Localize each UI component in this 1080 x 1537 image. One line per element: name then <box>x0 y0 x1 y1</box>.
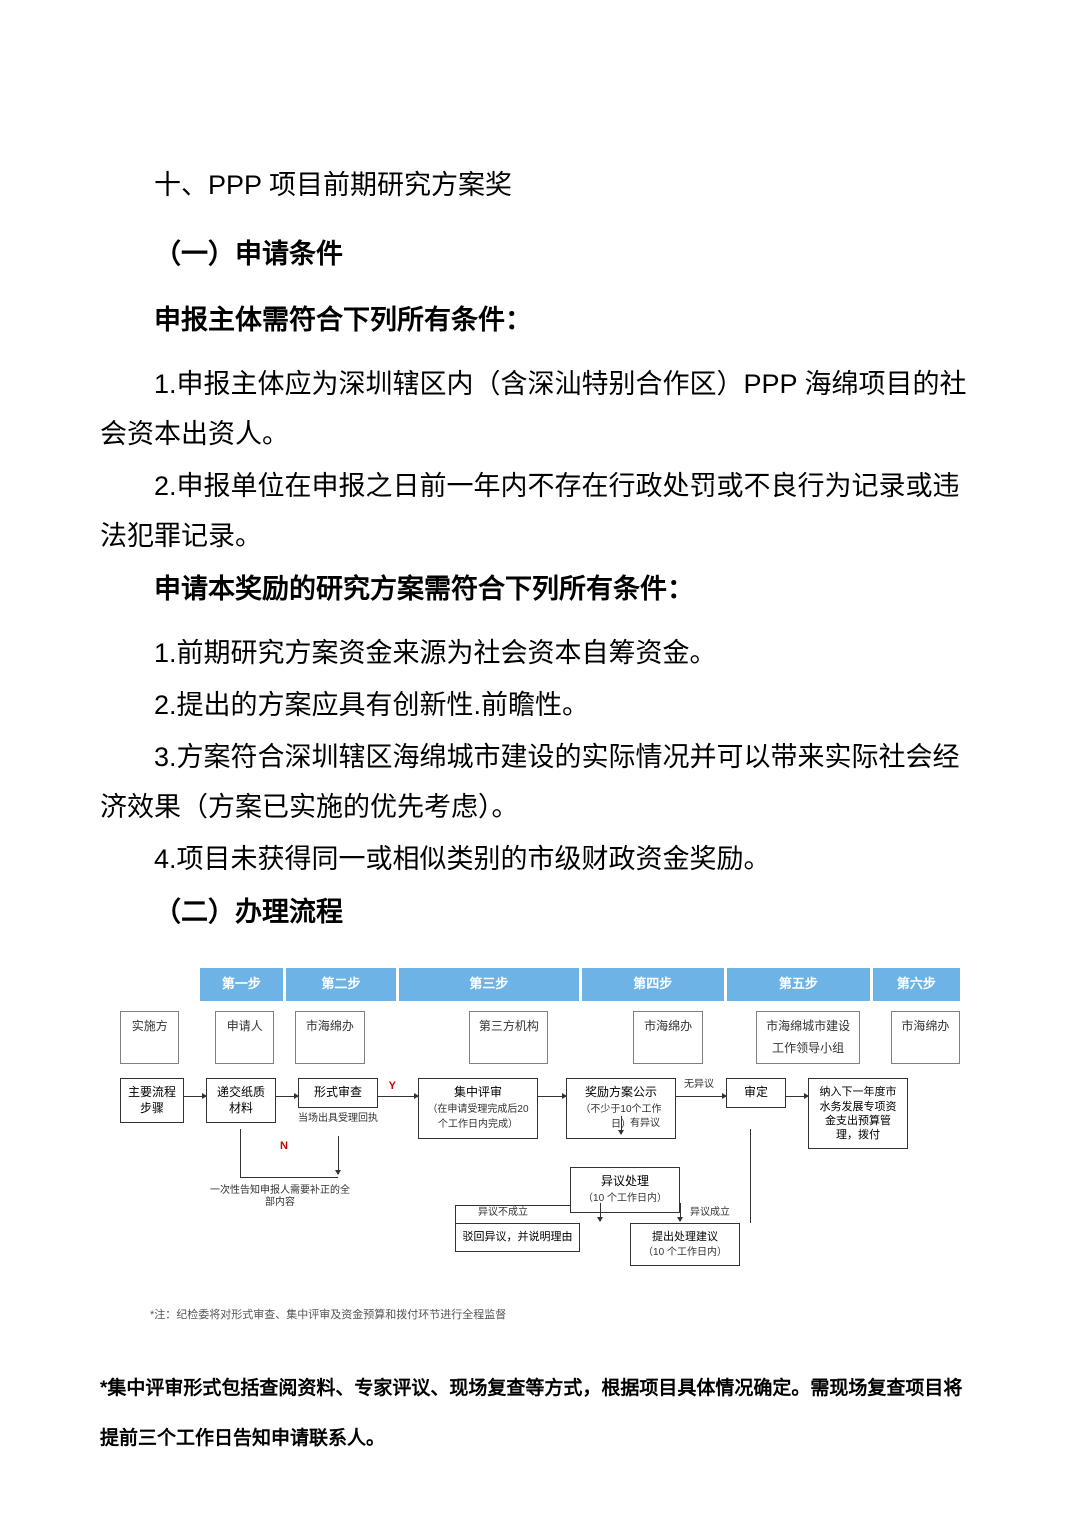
section2-heading: （二）办理流程 <box>100 887 980 938</box>
step-2: 第二步 <box>286 968 396 1001</box>
actor-row: 实施方 申请人 市海绵办 第三方机构 市海绵办 市海绵城市建设工作领导小组 市海… <box>120 1011 960 1065</box>
proposal-cond-4: 4.项目未获得同一或相似类别的市级财政资金奖励。 <box>100 835 980 885</box>
flow-objection: 异议处理 （10 个工作日内） <box>570 1167 680 1212</box>
reject-note: 一次性告知申报人需要补正的全部内容 <box>210 1185 350 1209</box>
actor-sponge1: 市海绵办 <box>295 1011 364 1065</box>
section1-heading: （一）申请条件 <box>100 229 980 280</box>
arrow-icon <box>378 1096 418 1097</box>
objection-sub: （10 个工作日内） <box>583 1193 667 1204</box>
page-title: 十、PPP 项目前期研究方案奖 <box>100 160 980 211</box>
arrow-icon <box>184 1096 206 1097</box>
step-6: 第六步 <box>873 968 960 1001</box>
actor-sponge2: 市海绵办 <box>633 1011 702 1065</box>
flow-review: 形式审查 <box>298 1078 378 1108</box>
line <box>680 1203 681 1221</box>
actor-sponge3: 市海绵办 <box>891 1011 960 1065</box>
proposal-cond-2: 2.提出的方案应具有创新性.前瞻性。 <box>100 681 980 731</box>
obj-pass: 异议成立 <box>690 1207 730 1219</box>
actor-impl: 实施方 <box>120 1011 179 1065</box>
step-header-row: 第一步 第二步 第三步 第四步 第五步 第六步 <box>200 968 960 1001</box>
arrow-icon <box>676 1096 726 1097</box>
suggest-label: 提出处理建议 <box>652 1231 718 1243</box>
yes-label: Y <box>389 1076 396 1097</box>
step-1: 第一步 <box>200 968 283 1001</box>
proposal-heading: 申请本奖励的研究方案需符合下列所有条件： <box>100 564 980 615</box>
actor-3rd: 第三方机构 <box>469 1011 548 1065</box>
objection-label: 异议处理 <box>601 1174 649 1188</box>
publicity-label: 奖励方案公示 <box>585 1085 657 1099</box>
central-sub: （在申请受理完成后20个工作日内完成） <box>427 1104 528 1131</box>
line <box>750 1129 751 1223</box>
line <box>240 1129 241 1177</box>
line <box>455 1205 456 1223</box>
central-label: 集中评审 <box>454 1085 502 1099</box>
line <box>455 1205 570 1206</box>
has-objection: 有异议 <box>630 1118 660 1130</box>
proposal-cond-1: 1.前期研究方案资金来源为社会资本自筹资金。 <box>100 629 980 679</box>
flowchart-note: *注：纪检委将对形式审查、集中评审及资金预算和拨付环节进行全程监督 <box>150 1305 960 1326</box>
no-label: N <box>280 1136 288 1157</box>
flowchart: 第一步 第二步 第三步 第四步 第五步 第六步 实施方 申请人 市海绵办 第三方… <box>120 968 960 1326</box>
line-down <box>621 1116 622 1134</box>
step-4: 第四步 <box>582 968 725 1001</box>
no-objection: 无异议 <box>684 1079 714 1091</box>
flow-central: 集中评审 （在申请受理完成后20个工作日内完成） <box>418 1078 538 1139</box>
flow-submit: 递交纸质材料 <box>206 1078 276 1123</box>
flow-approve: 审定 <box>726 1078 786 1108</box>
step-5: 第五步 <box>727 968 870 1001</box>
review-sub: 当场出具受理回执 <box>298 1113 378 1125</box>
line <box>600 1203 601 1221</box>
step-3: 第三步 <box>399 968 578 1001</box>
applicant-heading: 申报主体需符合下列所有条件： <box>100 295 980 346</box>
footer-note: *集中评审形式包括查阅资料、专家评议、现场复查等方式，根据项目具体情况确定。需现… <box>100 1364 980 1463</box>
arrow-icon <box>786 1096 808 1097</box>
actor-leading: 市海绵城市建设工作领导小组 <box>756 1011 860 1065</box>
flow-final: 纳入下一年度市水务发展专项资金支出预算管理，拨付 <box>808 1078 908 1149</box>
flow-start: 主要流程步骤 <box>120 1078 184 1123</box>
arrow-icon <box>276 1096 298 1097</box>
applicant-cond-1: 1.申报主体应为深圳辖区内（含深汕特别合作区）PPP 海绵项目的社会资本出资人。 <box>100 360 980 460</box>
flow-main-row: 主要流程步骤 递交纸质材料 形式审查 当场出具受理回执 Y N 集中评审 （在申… <box>120 1078 960 1149</box>
actor-applicant: 申请人 <box>215 1011 274 1065</box>
applicant-cond-2: 2.申报单位在申报之日前一年内不存在行政处罚或不良行为记录或违法犯罪记录。 <box>100 462 980 562</box>
suggest-sub: （10 个工作日内） <box>643 1247 727 1258</box>
obj-fail: 异议不成立 <box>478 1207 528 1219</box>
flow-dismiss: 驳回异议，并说明理由 <box>455 1223 580 1251</box>
proposal-cond-3: 3.方案符合深圳辖区海绵城市建设的实际情况并可以带来实际社会经济效果（方案已实施… <box>100 733 980 833</box>
flow-suggest: 提出处理建议 （10 个工作日内） <box>630 1223 740 1266</box>
line <box>240 1177 338 1178</box>
arrow-icon <box>538 1096 566 1097</box>
